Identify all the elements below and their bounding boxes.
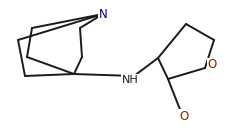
Text: N: N [99, 8, 107, 20]
Text: O: O [207, 58, 217, 72]
Text: O: O [179, 110, 189, 122]
Text: NH: NH [122, 75, 138, 85]
